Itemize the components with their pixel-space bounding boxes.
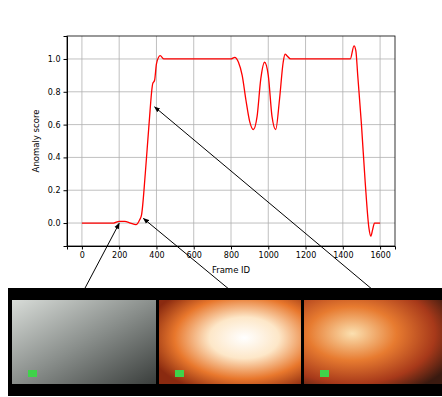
y-tick: 1.0: [48, 55, 67, 64]
y-tick-mark: [64, 92, 68, 93]
y-tick-label: 0.4: [48, 153, 61, 162]
line: [82, 46, 380, 236]
y-tick-label: 1.0: [48, 55, 61, 64]
video-frame: [304, 300, 442, 384]
pointer-arrow: [155, 107, 373, 290]
plot-frame: [67, 36, 395, 246]
grid-line: [67, 124, 395, 125]
frame-badge: [175, 370, 184, 377]
x-axis: 0 200 400 600 800 1000 1200 1400 1600: [68, 246, 396, 260]
x-tick: 400: [149, 246, 164, 260]
y-tick-mark: [64, 125, 68, 126]
grid-line: [67, 91, 395, 92]
video-frame: [159, 300, 301, 384]
x-tick: 1200: [296, 246, 316, 260]
y-axis: 0.0 0.2 0.4 0.6 0.8 1.0: [48, 37, 68, 247]
x-tick: 200: [112, 246, 127, 260]
plot-area: [82, 46, 380, 236]
grid-line: [231, 36, 232, 246]
x-tick: 600: [187, 246, 202, 260]
y-tick: 0.8: [48, 88, 67, 97]
x-tick-label: 800: [224, 251, 239, 260]
grid-line: [342, 36, 343, 246]
y-tick-label: 0.2: [48, 186, 61, 195]
x-axis-title: Frame ID: [212, 265, 251, 275]
y-tick: 0.4: [48, 153, 67, 162]
x-tick-label: 1000: [259, 251, 279, 260]
x-tick-label: 200: [112, 251, 127, 260]
x-tick: 800: [224, 246, 239, 260]
strip-background: [8, 288, 442, 396]
y-tick-label: 0.8: [48, 88, 61, 97]
x-tick: 1600: [370, 246, 390, 260]
x-axis-line: [68, 247, 396, 250]
grid: [67, 36, 395, 246]
y-tick-mark: [64, 59, 68, 60]
y-tick: 0.0: [48, 219, 67, 228]
video-frame: [12, 300, 156, 384]
y-axis-title: Anomaly score: [31, 110, 41, 173]
chart: 020040060080010001200140016000.00.20.40.…: [0, 0, 442, 397]
x-tick: 1400: [333, 246, 353, 260]
pointer-arrow: [84, 223, 119, 290]
grid-line: [81, 36, 82, 246]
x-tick-label: 1600: [370, 251, 390, 260]
x-tick-mark: [82, 246, 83, 250]
grid-line: [380, 36, 381, 246]
x-tick-mark: [231, 246, 232, 250]
x-tick-mark: [380, 246, 381, 250]
x-tick-mark: [119, 246, 120, 250]
grid-line: [305, 36, 306, 246]
y-tick-mark: [64, 223, 68, 224]
x-tick-mark: [343, 246, 344, 250]
pointers: [84, 107, 373, 290]
y-tick: 0.6: [48, 121, 67, 130]
y-tick: 0.2: [48, 186, 67, 195]
x-tick-mark: [156, 246, 157, 250]
x-tick: 0: [80, 246, 85, 260]
frame-badge: [320, 370, 329, 377]
y-tick-label: 0.6: [48, 121, 61, 130]
grid-line: [119, 36, 120, 246]
grid-line: [67, 157, 395, 158]
y-tick-mark: [64, 157, 68, 158]
y-tick-mark: [64, 190, 68, 191]
grid-line: [268, 36, 269, 246]
x-tick-mark: [194, 246, 195, 250]
grid-line: [193, 36, 194, 246]
x-tick-mark: [306, 246, 307, 250]
x-tick-label: 1200: [296, 251, 316, 260]
grid-line: [67, 190, 395, 191]
frame-strip: [8, 288, 442, 396]
x-tick-mark: [268, 246, 269, 250]
x-tick-label: 0: [80, 251, 85, 260]
y-tick-label: 0.0: [48, 219, 61, 228]
pointer-arrow: [143, 218, 230, 290]
x-tick: 1000: [259, 246, 279, 260]
frame-badge: [28, 370, 37, 377]
x-tick-label: 400: [149, 251, 164, 260]
y-axis-line: [64, 37, 68, 247]
